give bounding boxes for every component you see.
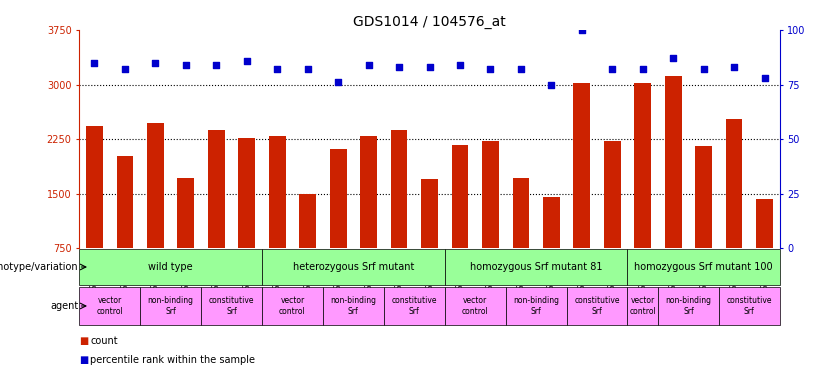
Bar — [147, 123, 163, 248]
Point — [605, 66, 619, 72]
Text: homozygous Srf mutant 100: homozygous Srf mutant 100 — [635, 262, 773, 272]
FancyBboxPatch shape — [658, 286, 719, 326]
Bar — [451, 145, 469, 248]
Point — [727, 64, 741, 70]
FancyBboxPatch shape — [627, 249, 780, 285]
FancyBboxPatch shape — [201, 286, 262, 326]
Text: agent: agent — [50, 301, 78, 311]
Text: count: count — [90, 336, 118, 346]
Bar — [574, 83, 590, 248]
FancyBboxPatch shape — [445, 286, 505, 326]
Point — [301, 66, 314, 72]
Point — [331, 80, 344, 86]
Point — [575, 27, 589, 33]
Point — [179, 62, 193, 68]
FancyBboxPatch shape — [79, 286, 140, 326]
Bar — [208, 130, 224, 248]
Text: percentile rank within the sample: percentile rank within the sample — [90, 355, 255, 365]
FancyBboxPatch shape — [445, 249, 627, 285]
Point — [392, 64, 405, 70]
Point — [88, 60, 101, 66]
Point — [118, 66, 132, 72]
Text: ■: ■ — [79, 336, 88, 346]
Text: non-binding
Srf: non-binding Srf — [148, 296, 193, 316]
Point — [209, 62, 223, 68]
Point — [484, 66, 497, 72]
Text: ■: ■ — [79, 355, 88, 365]
Text: vector
control: vector control — [96, 296, 123, 316]
FancyBboxPatch shape — [262, 286, 323, 326]
Point — [362, 62, 375, 68]
Text: constitutive
Srf: constitutive Srf — [391, 296, 437, 316]
Point — [545, 82, 558, 88]
Text: non-binding
Srf: non-binding Srf — [513, 296, 559, 316]
Bar — [360, 136, 377, 248]
Bar — [635, 83, 651, 248]
FancyBboxPatch shape — [384, 286, 445, 326]
Bar — [421, 179, 438, 248]
Bar — [117, 156, 133, 248]
FancyBboxPatch shape — [627, 286, 658, 326]
Bar — [239, 138, 255, 248]
Point — [148, 60, 162, 66]
Bar — [329, 148, 346, 248]
FancyBboxPatch shape — [262, 249, 445, 285]
Bar — [604, 141, 620, 248]
Bar — [86, 126, 103, 248]
Point — [758, 75, 771, 81]
Point — [270, 66, 284, 72]
Text: wild type: wild type — [148, 262, 193, 272]
Text: homozygous Srf mutant 81: homozygous Srf mutant 81 — [470, 262, 602, 272]
Bar — [178, 178, 194, 248]
Bar — [299, 195, 316, 248]
FancyBboxPatch shape — [719, 286, 780, 326]
Bar — [482, 141, 499, 248]
Bar — [390, 130, 408, 248]
Bar — [726, 119, 742, 248]
FancyBboxPatch shape — [140, 286, 201, 326]
Text: vector
control: vector control — [462, 296, 489, 316]
Point — [697, 66, 711, 72]
Text: vector
control: vector control — [630, 296, 656, 316]
FancyBboxPatch shape — [323, 286, 384, 326]
Point — [636, 66, 650, 72]
FancyBboxPatch shape — [79, 249, 262, 285]
FancyBboxPatch shape — [505, 286, 566, 326]
Bar — [756, 199, 773, 248]
Point — [666, 56, 680, 62]
Point — [423, 64, 436, 70]
FancyBboxPatch shape — [566, 286, 627, 326]
Text: constitutive
Srf: constitutive Srf — [208, 296, 254, 316]
Text: non-binding
Srf: non-binding Srf — [666, 296, 711, 316]
Text: constitutive
Srf: constitutive Srf — [575, 296, 620, 316]
Text: heterozygous Srf mutant: heterozygous Srf mutant — [293, 262, 414, 272]
Text: constitutive
Srf: constitutive Srf — [726, 296, 772, 316]
Bar — [696, 146, 712, 248]
Title: GDS1014 / 104576_at: GDS1014 / 104576_at — [353, 15, 506, 29]
Point — [515, 66, 528, 72]
Bar — [269, 136, 285, 248]
Bar — [513, 178, 530, 248]
Text: genotype/variation: genotype/variation — [0, 262, 78, 272]
Bar — [543, 197, 560, 248]
Point — [240, 57, 254, 63]
Point — [454, 62, 467, 68]
Bar — [665, 76, 681, 248]
Text: non-binding
Srf: non-binding Srf — [330, 296, 376, 316]
Text: vector
control: vector control — [279, 296, 306, 316]
